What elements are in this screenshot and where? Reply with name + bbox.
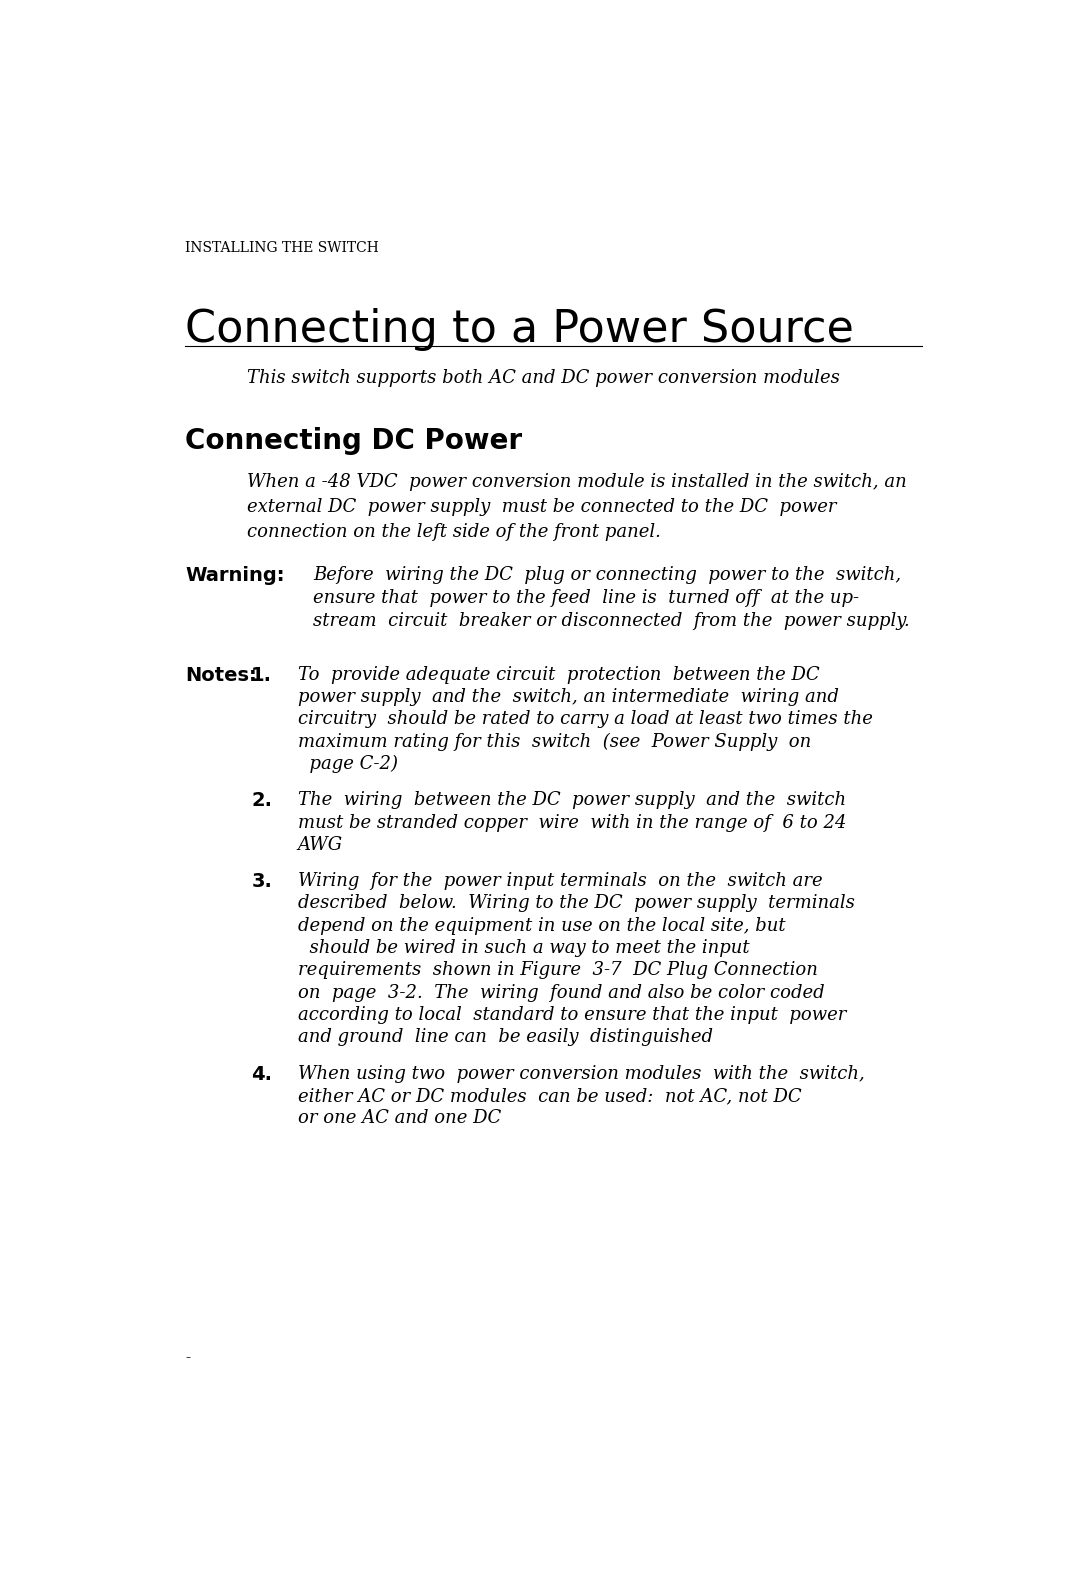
Text: AWG: AWG xyxy=(298,835,342,854)
Text: 3.: 3. xyxy=(252,873,272,892)
Text: circuitry  should be rated to carry a load at least two times the: circuitry should be rated to carry a loa… xyxy=(298,711,873,728)
Text: Wiring  for the  power input terminals  on the  switch are: Wiring for the power input terminals on … xyxy=(298,873,822,890)
Text: stream  circuit  breaker or disconnected  from the  power supply.: stream circuit breaker or disconnected f… xyxy=(313,612,910,630)
Text: external DC  power supply  must be connected to the DC  power: external DC power supply must be connect… xyxy=(247,498,837,517)
Text: Connecting DC Power: Connecting DC Power xyxy=(186,427,523,455)
Text: 4.: 4. xyxy=(252,1064,272,1083)
Text: This switch supports both AC and DC power conversion modules: This switch supports both AC and DC powe… xyxy=(247,369,840,388)
Text: When using two  power conversion modules  with the  switch,: When using two power conversion modules … xyxy=(298,1064,864,1083)
Text: and ground  line can  be easily  distinguished: and ground line can be easily distinguis… xyxy=(298,1028,713,1047)
Text: must be stranded copper  wire  with in the range of  6 to 24: must be stranded copper wire with in the… xyxy=(298,813,847,832)
Text: maximum rating for this  switch  (see  Power Supply  on: maximum rating for this switch (see Powe… xyxy=(298,733,811,750)
Text: The  wiring  between the DC  power supply  and the  switch: The wiring between the DC power supply a… xyxy=(298,791,846,809)
Text: should be wired in such a way to meet the input: should be wired in such a way to meet th… xyxy=(298,939,750,958)
Text: described  below.  Wiring to the DC  power supply  terminals: described below. Wiring to the DC power … xyxy=(298,895,854,912)
Text: connection on the left side of the front panel.: connection on the left side of the front… xyxy=(247,523,661,540)
Text: To  provide adequate circuit  protection  between the DC: To provide adequate circuit protection b… xyxy=(298,666,820,685)
Text: INSTALLING THE SWITCH: INSTALLING THE SWITCH xyxy=(186,240,379,254)
Text: Notes:: Notes: xyxy=(186,666,257,685)
Text: page C-2): page C-2) xyxy=(298,755,397,774)
Text: 1.: 1. xyxy=(252,666,272,685)
Text: power supply  and the  switch, an intermediate  wiring and: power supply and the switch, an intermed… xyxy=(298,688,839,706)
Text: Before  wiring the DC  plug or connecting  power to the  switch,: Before wiring the DC plug or connecting … xyxy=(313,565,902,584)
Text: requirements  shown in Figure  3-7  DC Plug Connection: requirements shown in Figure 3-7 DC Plug… xyxy=(298,961,818,980)
Text: on  page  3-2.  The  wiring  found and also be color coded: on page 3-2. The wiring found and also b… xyxy=(298,984,824,1002)
Text: Connecting to a Power Source: Connecting to a Power Source xyxy=(186,308,854,350)
Text: or one AC and one DC: or one AC and one DC xyxy=(298,1110,501,1127)
Text: ensure that  power to the feed  line is  turned off  at the up-: ensure that power to the feed line is tu… xyxy=(313,589,860,606)
Text: 2.: 2. xyxy=(252,791,272,810)
Text: When a -48 VDC  power conversion module is installed in the switch, an: When a -48 VDC power conversion module i… xyxy=(247,473,907,491)
Text: according to local  standard to ensure that the input  power: according to local standard to ensure th… xyxy=(298,1006,846,1024)
Text: Warning:: Warning: xyxy=(186,565,285,584)
Text: either AC or DC modules  can be used:  not AC, not DC: either AC or DC modules can be used: not… xyxy=(298,1086,801,1105)
Text: -: - xyxy=(186,1352,190,1364)
Text: depend on the equipment in use on the local site, but: depend on the equipment in use on the lo… xyxy=(298,917,785,934)
